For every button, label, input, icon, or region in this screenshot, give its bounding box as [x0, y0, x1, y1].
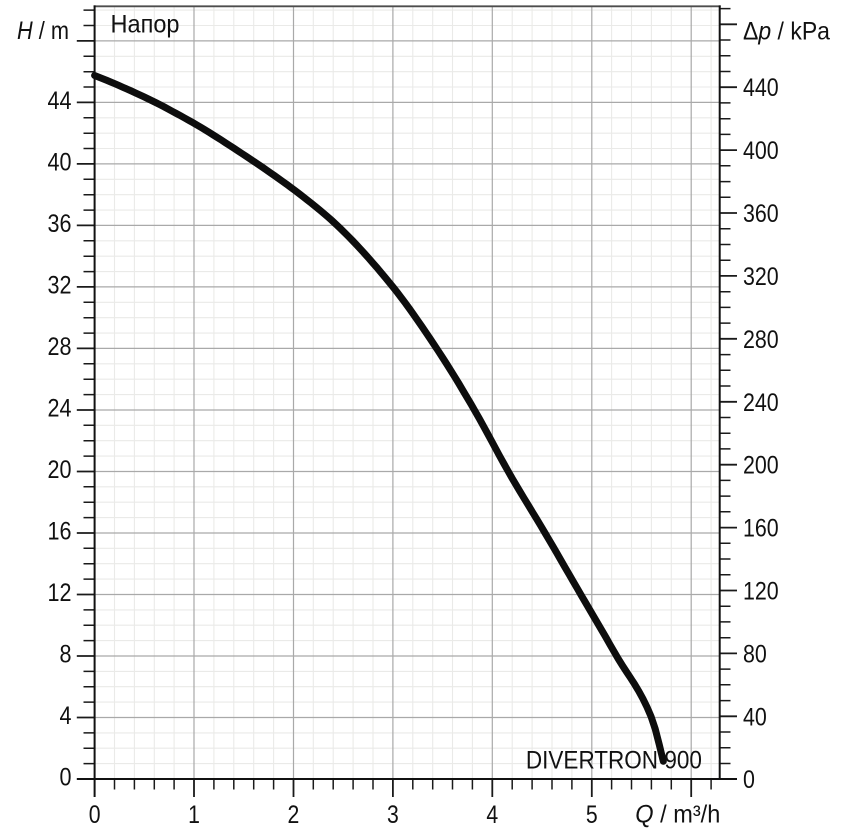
svg-text:0: 0 [743, 766, 755, 794]
svg-text:440: 440 [743, 74, 779, 102]
svg-text:200: 200 [743, 452, 779, 480]
svg-text:0: 0 [89, 801, 101, 829]
svg-text:5: 5 [586, 801, 598, 829]
svg-text:24: 24 [48, 394, 72, 422]
svg-text:28: 28 [48, 333, 72, 361]
svg-text:320: 320 [743, 263, 779, 291]
svg-text:Δp / kPa: Δp / kPa [743, 18, 830, 46]
svg-text:1: 1 [188, 801, 200, 829]
svg-text:0: 0 [60, 764, 72, 792]
svg-text:40: 40 [48, 148, 72, 176]
svg-text:20: 20 [48, 456, 72, 484]
svg-text:12: 12 [48, 579, 72, 607]
svg-text:2: 2 [288, 801, 300, 829]
svg-text:Напор: Напор [111, 11, 180, 39]
svg-text:4: 4 [486, 801, 498, 829]
svg-text:120: 120 [743, 577, 779, 605]
svg-text:40: 40 [743, 703, 767, 731]
svg-text:DIVERTRON 900: DIVERTRON 900 [526, 747, 702, 775]
svg-text:32: 32 [48, 271, 72, 299]
svg-text:Q / m³/h: Q / m³/h [635, 801, 720, 829]
svg-text:3: 3 [387, 801, 399, 829]
svg-text:80: 80 [743, 640, 767, 668]
svg-text:8: 8 [60, 640, 72, 668]
svg-text:160: 160 [743, 515, 779, 543]
svg-text:16: 16 [48, 517, 72, 545]
svg-text:44: 44 [48, 87, 72, 115]
svg-text:4: 4 [60, 702, 72, 730]
svg-text:400: 400 [743, 137, 779, 165]
svg-text:240: 240 [743, 389, 779, 417]
svg-text:280: 280 [743, 326, 779, 354]
svg-text:360: 360 [743, 200, 779, 228]
svg-text:H / m: H / m [17, 17, 69, 45]
svg-text:36: 36 [48, 210, 72, 238]
